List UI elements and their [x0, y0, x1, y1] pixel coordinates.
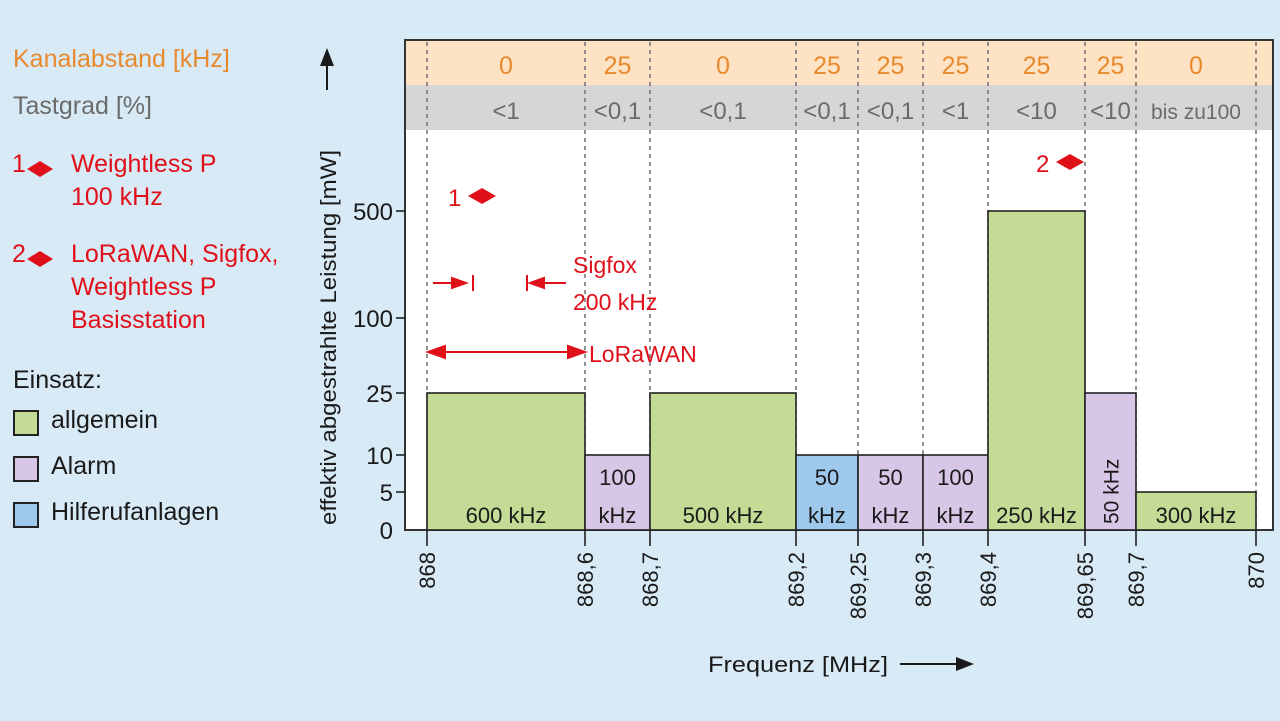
x-tick-label: 869,7: [1124, 552, 1149, 607]
kanalabstand-value: 25: [604, 52, 632, 80]
lorawan-label: LoRaWAN: [589, 341, 697, 367]
kanalabstand-value: 25: [1097, 52, 1125, 80]
tastgrad-value: <0,1: [699, 98, 746, 125]
bar-2: [584, 454, 651, 531]
diamond-icon: [27, 251, 53, 267]
bar-label: kHz: [599, 503, 637, 528]
marker-2-label: 2: [1036, 151, 1049, 178]
legend-einsatz-title: Einsatz:: [13, 366, 102, 394]
tastgrad-band: [406, 85, 1272, 130]
sigfox-arrows: [433, 275, 566, 291]
bar-label: 250 kHz: [996, 503, 1077, 528]
bar-label: 50: [815, 465, 839, 490]
bar-label: 300 kHz: [1156, 503, 1237, 528]
marker-line: Weightless P: [71, 273, 217, 301]
y-tick-label: 10: [366, 443, 393, 470]
bar-9: [1135, 491, 1257, 531]
marker-line: Weightless P: [71, 150, 217, 178]
legend-kanalabstand: Kanalabstand [kHz]: [13, 45, 230, 73]
kanalabstand-value: 25: [877, 52, 905, 80]
swatch-allgemein: [13, 410, 39, 436]
tastgrad-value: <0,1: [594, 98, 641, 125]
x-tick-label: 870: [1244, 552, 1269, 589]
tastgrad-value: <1: [942, 98, 969, 125]
bar-label: kHz: [872, 503, 910, 528]
swatch-alarm: [13, 456, 39, 482]
bar-label: kHz: [808, 503, 846, 528]
x-tick-label: 868: [415, 552, 440, 589]
y-axis-arrow-icon: [320, 48, 334, 90]
marker-1-diamond-icon: [468, 188, 496, 204]
kanalabstand-band: [406, 41, 1272, 85]
usage-label: allgemein: [51, 406, 159, 434]
bar-3: [649, 392, 797, 531]
kanalabstand-value: 25: [1023, 52, 1051, 80]
kanalabstand-value: 0: [1189, 52, 1203, 80]
bar-label: kHz: [937, 503, 975, 528]
marker-number: 1: [12, 150, 26, 178]
tastgrad-value: <0,1: [867, 98, 914, 125]
kanalabstand-value: 25: [813, 52, 841, 80]
y-axis: 0 5 10 25 100 500: [353, 199, 406, 545]
bar-labels: 600 kHz 100 kHz 500 kHz 50 kHz 50 kHz 100 kHz 250 …: [466, 459, 1237, 528]
sigfox-label: Sigfox: [573, 252, 637, 278]
swatch-hilferufanlagen: [13, 502, 39, 528]
usage-label: Alarm: [51, 452, 117, 480]
marker-line: Basisstation: [71, 306, 206, 334]
legend-tastgrad: Tastgrad [%]: [13, 92, 152, 120]
bar-8: [1084, 392, 1137, 531]
x-tick-label: 869,25: [846, 552, 871, 619]
usage-label: Hilferufanlagen: [51, 498, 220, 526]
bar-label: 50 kHz: [1101, 459, 1124, 524]
x-tick-label: 869,4: [976, 552, 1001, 607]
bar-1: [426, 392, 586, 531]
tastgrad-value: <10: [1016, 98, 1057, 125]
bar-label: 50: [878, 465, 902, 490]
x-axis: 868 868,6 868,7 869,2 869,25 869,3 869,4 869,65…: [415, 530, 1269, 619]
sigfox-bandwidth-label: 200 kHz: [573, 289, 657, 315]
x-axis-label: Frequenz [MHz]: [708, 652, 888, 677]
marker-line: 100 kHz: [71, 183, 163, 211]
x-tick-label: 868,7: [638, 552, 663, 607]
kanalabstand-value: 25: [942, 52, 970, 80]
marker-line: LoRaWAN, Sigfox,: [71, 240, 279, 268]
bars: [426, 210, 1257, 531]
x-tick-label: 869,2: [784, 552, 809, 607]
y-tick-label: 5: [380, 480, 393, 507]
x-axis-arrow-icon: [900, 657, 974, 671]
x-tick-label: 869,3: [911, 552, 936, 607]
bar-label: 100: [599, 465, 636, 490]
kanalabstand-value: 0: [716, 52, 730, 80]
bar-5: [857, 454, 924, 531]
diamond-icon: [27, 161, 53, 177]
y-axis-label: effektiv abgestrahlte Leistung [mW]: [316, 150, 341, 525]
tastgrad-value: bis zu100: [1151, 101, 1241, 124]
y-tick-label: 100: [353, 306, 393, 333]
tastgrad-value: <1: [492, 98, 519, 125]
bar-7: [987, 210, 1086, 531]
marker-number: 2: [12, 240, 26, 268]
y-tick-label: 500: [353, 199, 393, 226]
marker-1-label: 1: [448, 185, 461, 212]
marker-2-diamond-icon: [1056, 154, 1084, 170]
kanalabstand-value: 0: [499, 52, 513, 80]
bar-label: 500 kHz: [683, 503, 764, 528]
tastgrad-value: <10: [1090, 98, 1131, 125]
y-tick-label: 25: [366, 381, 393, 408]
bar-4: [795, 454, 859, 531]
bar-label: 100: [937, 465, 974, 490]
tastgrad-value: <0,1: [803, 98, 850, 125]
y-tick-label: 0: [380, 518, 393, 545]
lorawan-arrow: [424, 344, 589, 360]
x-tick-label: 869,65: [1073, 552, 1098, 619]
x-tick-label: 868,6: [573, 552, 598, 607]
bar-label: 600 kHz: [466, 503, 547, 528]
band-texts: 0 <1 25 <0,1 0 <0,1 25 <0,1 25 <0,1 25 <1 25 <10 25 <10…: [492, 52, 1241, 125]
